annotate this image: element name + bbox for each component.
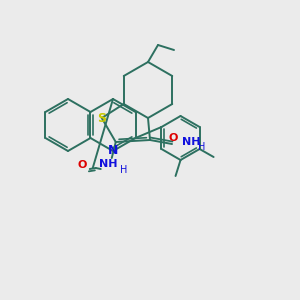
- Text: H: H: [198, 142, 206, 152]
- Text: N: N: [108, 145, 118, 158]
- Text: NH: NH: [98, 159, 117, 169]
- Text: O: O: [77, 160, 86, 170]
- Text: NH: NH: [182, 137, 200, 147]
- Text: S: S: [97, 112, 106, 124]
- Text: O: O: [168, 133, 178, 143]
- Text: H: H: [120, 165, 127, 175]
